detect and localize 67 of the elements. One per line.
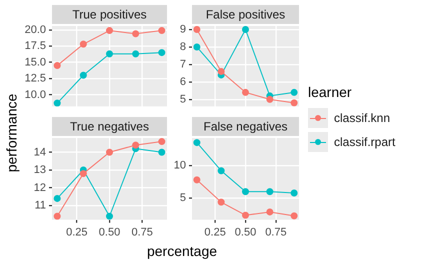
x-tick-label: 0.75 (265, 226, 287, 238)
y-tick-label: 12.5 (24, 72, 46, 85)
y-tick-label: 14 (34, 146, 46, 158)
point (218, 198, 225, 206)
point (266, 208, 274, 216)
y-tick-label: 11 (34, 200, 46, 212)
x-tick-label: 0.50 (98, 226, 120, 238)
point (54, 194, 61, 202)
y-tick-label: 5 (180, 192, 186, 204)
point (106, 27, 113, 34)
point (193, 43, 200, 50)
chart-title: False positives (206, 7, 286, 22)
point (290, 189, 298, 196)
legend-label: classif.knn (334, 111, 390, 125)
y-tick-label: 12 (34, 182, 46, 194)
point (132, 30, 140, 38)
y-tick-label: 10.0 (24, 88, 46, 101)
legend-title: learner (308, 84, 353, 100)
point (242, 88, 249, 96)
point (193, 176, 200, 184)
point (54, 100, 61, 106)
point (290, 88, 298, 96)
point (218, 68, 225, 75)
point (158, 49, 166, 56)
y-tick-label: 10 (174, 160, 186, 172)
point (290, 212, 298, 220)
point (266, 188, 274, 196)
x-tick-label: 0.25 (204, 226, 226, 238)
y-tick-label: 8 (180, 41, 186, 54)
x-tick-label: 0.25 (66, 226, 88, 238)
chart-title: True positives (72, 7, 147, 22)
point (106, 148, 113, 156)
point (242, 188, 249, 196)
y-tick-label: 20.0 (24, 24, 46, 36)
point (158, 138, 166, 146)
point (193, 26, 200, 33)
point (80, 170, 87, 178)
point (132, 142, 140, 149)
point (242, 212, 249, 219)
y-tick-label: 5 (180, 93, 186, 106)
point (266, 96, 274, 103)
y-tick-label: 6 (180, 76, 186, 88)
point (54, 62, 61, 70)
x-tick-label: 0.75 (131, 226, 153, 238)
point (80, 72, 87, 79)
y-tick-label: 15.0 (24, 56, 46, 68)
x-tick-label: 0.50 (234, 226, 256, 238)
y-tick-label: 17.5 (24, 40, 46, 52)
y-tick-label: 7 (180, 58, 186, 70)
point (158, 27, 166, 34)
chart-title: False negatives (203, 119, 288, 134)
point (80, 40, 87, 48)
chart-title: True negatives (70, 119, 149, 134)
point (242, 26, 249, 33)
y-axis-title: performance (3, 94, 19, 172)
point (218, 167, 225, 174)
point (54, 212, 61, 220)
y-tick-label: 13 (34, 164, 46, 176)
point (106, 212, 113, 220)
legend-label: classif.rpart (334, 135, 396, 149)
point (132, 50, 140, 58)
point (106, 50, 113, 58)
point (158, 148, 166, 156)
y-tick-label: 9 (180, 24, 186, 36)
point (193, 139, 200, 146)
point (290, 99, 298, 106)
x-axis-title: percentage (146, 243, 218, 259)
